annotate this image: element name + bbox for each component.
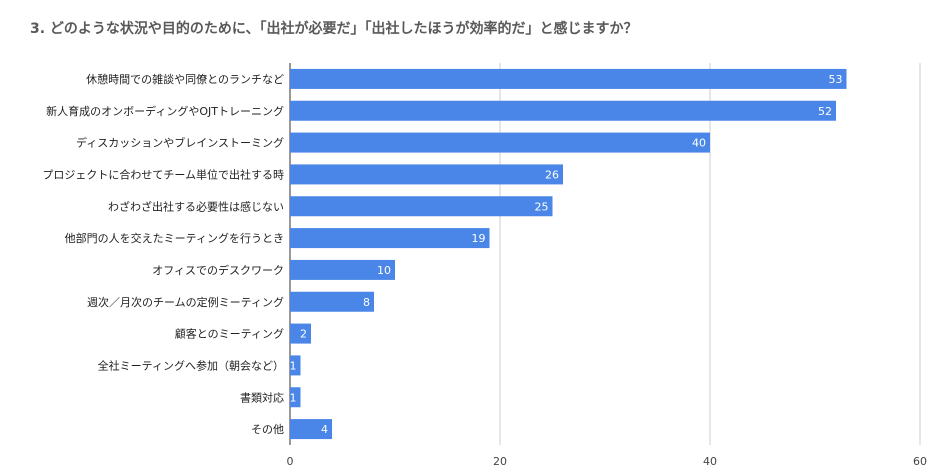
- category-labels: 休憩時間での雑談や同僚とのランチなど新人育成のオンボーディングやOJTトレーニン…: [42, 72, 284, 436]
- x-axis-ticks: 0 20 40 60: [287, 455, 928, 468]
- chart-title: 3. どのような状況や目的のために、「出社が必要だ」「出社したほうが効率的だ」と…: [30, 21, 638, 37]
- bar: [290, 291, 374, 312]
- bar: [290, 259, 395, 280]
- category-label: 他部門の人を交えたミーティングを行うとき: [65, 231, 284, 245]
- bar-value-label: 53: [829, 73, 843, 86]
- bar: [290, 68, 847, 89]
- category-label: 週次／月次のチームの定例ミーティング: [87, 295, 284, 309]
- x-tick-label: 60: [913, 455, 927, 468]
- gridlines: [289, 63, 921, 445]
- bar-value-label: 52: [818, 105, 832, 118]
- category-label: 新人育成のオンボーディングやOJTトレーニング: [46, 104, 284, 118]
- bar-value-label: 1: [290, 391, 297, 404]
- bar-value-label: 4: [321, 423, 328, 436]
- category-label: わざわざ出社する必要性は感じない: [108, 199, 284, 213]
- bar: [290, 419, 332, 440]
- bar-value-label: 10: [377, 264, 391, 277]
- category-label: 全社ミーティングへ参加（朝会など）: [98, 358, 284, 372]
- bar-value-label: 8: [363, 296, 370, 309]
- bar: [290, 132, 710, 153]
- bar-value-label: 2: [300, 328, 307, 341]
- bar: [290, 387, 301, 408]
- bar-value-label: 1: [290, 359, 297, 372]
- bar-value-label: 40: [692, 137, 706, 150]
- category-label: その他: [251, 423, 284, 436]
- bar: [290, 164, 563, 185]
- bar-value-label: 25: [535, 200, 549, 213]
- category-label: 書類対応: [240, 390, 284, 404]
- bar: [290, 196, 553, 217]
- category-label: 顧客とのミーティング: [175, 327, 284, 341]
- category-label: 休憩時間での雑談や同僚とのランチなど: [86, 72, 284, 86]
- category-label: ディスカッションやブレインストーミング: [76, 136, 284, 150]
- bar: [290, 323, 311, 344]
- x-tick-label: 40: [703, 455, 717, 468]
- category-label: プロジェクトに合わせてチーム単位で出社する時: [42, 167, 284, 181]
- bar-value-label: 26: [545, 168, 559, 181]
- bar: [290, 355, 301, 376]
- category-label: オフィスでのデスクワーク: [152, 263, 284, 277]
- x-tick-label: 0: [287, 455, 294, 468]
- bar-value-label: 19: [472, 232, 486, 245]
- x-tick-label: 20: [493, 455, 507, 468]
- bar: [290, 100, 836, 121]
- bars: 53 52 40 26 25 19 10 8 2 1 1 4: [290, 68, 847, 440]
- bar: [290, 228, 490, 249]
